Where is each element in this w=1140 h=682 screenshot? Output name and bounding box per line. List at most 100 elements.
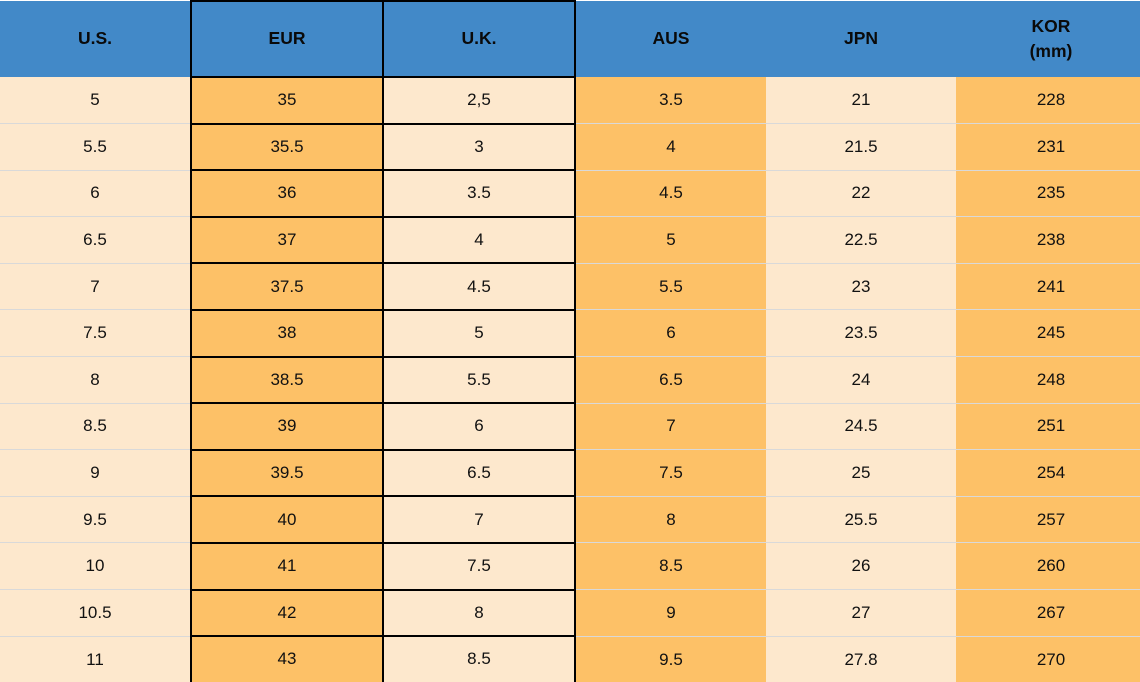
table-row: 6.5 37 4 5 22.5 238 [0,215,1140,265]
header-uk: U.K. [382,0,576,78]
cell-kor: 267 [956,589,1140,637]
cell-aus: 7 [575,402,766,450]
cell-jpn: 24.5 [766,402,956,450]
cell-kor: 228 [956,77,1140,124]
cell-eur: 38 [190,308,384,358]
cell-eur: 42 [190,588,384,638]
table-row: 10.5 42 8 9 27 267 [0,588,1140,638]
cell-us: 9.5 [0,495,191,543]
header-us: U.S. [0,1,191,77]
cell-jpn: 21 [766,77,956,124]
cell-aus: 6 [575,309,766,357]
cell-uk: 5.5 [382,355,576,405]
cell-eur: 37.5 [190,262,384,311]
table-row: 5 35 2,5 3.5 21 228 [0,76,1140,125]
header-jpn-label: JPN [843,28,879,49]
table-row: 8.5 39 6 7 24.5 251 [0,402,1140,451]
cell-us: 9 [0,449,191,497]
header-row: U.S. EUR U.K. AUS JPN KOR (mm) [0,0,1140,78]
cell-aus: 4.5 [575,169,766,217]
cell-aus: 9.5 [575,635,766,682]
header-kor: KOR (mm) [956,1,1140,77]
cell-eur: 39.5 [190,448,384,498]
cell-eur: 43 [190,635,384,682]
header-eur: EUR [190,0,384,78]
cell-kor: 260 [956,542,1140,590]
cell-eur: 40 [190,495,384,544]
cell-uk: 6 [382,402,576,451]
header-jpn: JPN [766,1,956,77]
cell-kor: 270 [956,635,1140,682]
cell-us: 7 [0,262,191,310]
table-header: U.S. EUR U.K. AUS JPN KOR (mm) [0,0,1140,78]
cell-aus: 8 [575,495,766,543]
cell-jpn: 27.8 [766,635,956,682]
table-row: 9.5 40 7 8 25.5 257 [0,495,1140,544]
cell-aus: 9 [575,589,766,637]
cell-eur: 41 [190,541,384,591]
cell-uk: 3.5 [382,169,576,218]
cell-aus: 6.5 [575,356,766,404]
cell-jpn: 23 [766,262,956,310]
cell-jpn: 25 [766,449,956,497]
cell-aus: 5 [575,216,766,264]
cell-eur: 35.5 [190,122,384,172]
cell-kor: 241 [956,262,1140,310]
table-body: 5 35 2,5 3.5 21 228 5.5 35.5 3 4 21.5 231 6 36 3.5 4.5 2… [0,76,1140,682]
header-kor-unit: (mm) [1029,41,1073,61]
cell-kor: 231 [956,123,1140,171]
cell-jpn: 24 [766,356,956,404]
table-row: 6 36 3.5 4.5 22 235 [0,169,1140,218]
header-eur-label: EUR [268,28,306,49]
cell-kor: 238 [956,216,1140,264]
cell-jpn: 22.5 [766,216,956,264]
cell-eur: 37 [190,215,384,265]
header-us-label: U.S. [77,28,113,49]
header-aus: AUS [575,1,766,77]
table-row: 9 39.5 6.5 7.5 25 254 [0,448,1140,498]
cell-uk: 5 [382,308,576,358]
cell-jpn: 26 [766,542,956,590]
cell-uk: 3 [382,122,576,172]
cell-us: 6.5 [0,216,191,264]
cell-us: 8.5 [0,402,191,450]
cell-uk: 4 [382,215,576,265]
cell-kor: 254 [956,449,1140,497]
cell-jpn: 25.5 [766,495,956,543]
cell-aus: 7.5 [575,449,766,497]
cell-aus: 4 [575,123,766,171]
table-row: 11 43 8.5 9.5 27.8 270 [0,635,1140,682]
header-aus-label: AUS [652,28,690,49]
cell-uk: 7.5 [382,541,576,591]
header-kor-label: KOR [1031,15,1071,36]
cell-aus: 3.5 [575,77,766,124]
cell-us: 8 [0,356,191,404]
cell-aus: 5.5 [575,262,766,310]
cell-jpn: 22 [766,169,956,217]
table-row: 5.5 35.5 3 4 21.5 231 [0,122,1140,172]
cell-eur: 35 [190,76,384,125]
cell-us: 5.5 [0,123,191,171]
cell-jpn: 27 [766,589,956,637]
cell-kor: 257 [956,495,1140,543]
cell-aus: 8.5 [575,542,766,590]
table-row: 7 37.5 4.5 5.5 23 241 [0,262,1140,311]
cell-eur: 38.5 [190,355,384,405]
cell-uk: 6.5 [382,448,576,498]
cell-jpn: 21.5 [766,123,956,171]
cell-uk: 7 [382,495,576,544]
cell-kor: 248 [956,356,1140,404]
table-row: 10 41 7.5 8.5 26 260 [0,541,1140,591]
table-row: 7.5 38 5 6 23.5 245 [0,308,1140,358]
cell-us: 11 [0,635,191,682]
cell-kor: 251 [956,402,1140,450]
cell-uk: 2,5 [382,76,576,125]
cell-uk: 8 [382,588,576,638]
cell-uk: 8.5 [382,635,576,682]
cell-kor: 245 [956,309,1140,357]
cell-us: 10.5 [0,589,191,637]
header-uk-label: U.K. [461,28,497,49]
cell-jpn: 23.5 [766,309,956,357]
cell-us: 6 [0,169,191,217]
